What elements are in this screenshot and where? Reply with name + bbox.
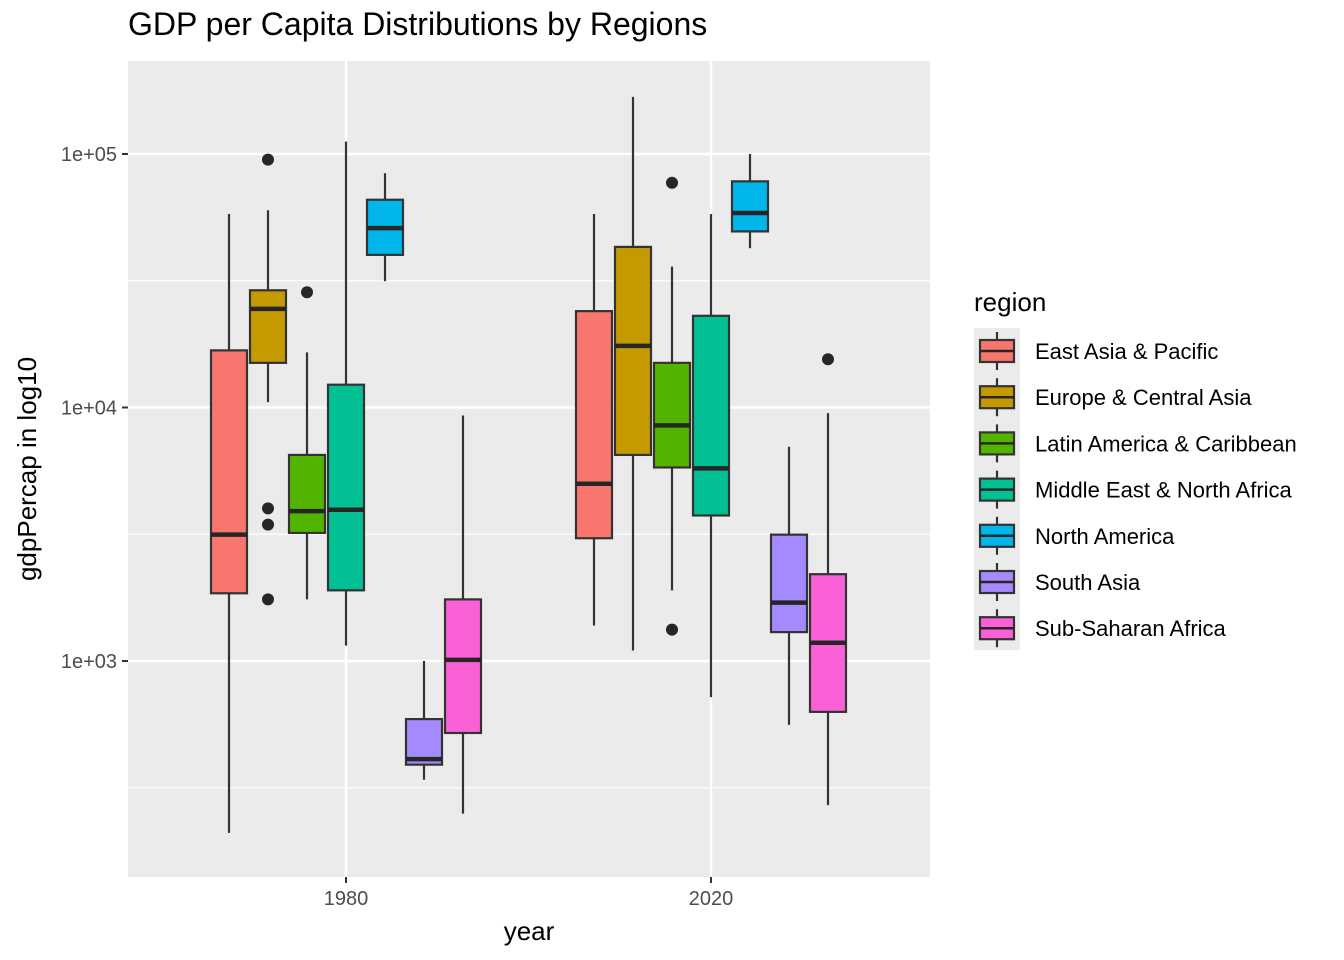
legend-item: South Asia <box>978 563 1141 601</box>
outlier-point <box>822 353 834 366</box>
outlier-point <box>262 518 274 531</box>
boxplot-group <box>326 141 366 646</box>
box <box>691 314 731 517</box>
boxplots <box>209 96 848 833</box>
boxplot-group <box>808 353 848 806</box>
y-tick-label: 1e+05 <box>61 144 117 166</box>
x-tick-label: 1980 <box>324 888 369 910</box>
legend-label: Latin America & Caribbean <box>1035 431 1297 456</box>
legend-label: North America <box>1035 524 1175 549</box>
box <box>769 533 809 634</box>
box <box>613 245 653 457</box>
boxplot-group <box>769 446 809 725</box>
legend-label: South Asia <box>1035 570 1141 595</box>
legend-label: East Asia & Pacific <box>1035 339 1218 364</box>
x-tick-label: 2020 <box>689 888 734 910</box>
boxplot-group <box>248 153 288 606</box>
legend-item: Middle East & North Africa <box>978 470 1293 509</box>
legend-item: Latin America & Caribbean <box>978 424 1297 463</box>
outlier-point <box>666 623 678 636</box>
legend-items: East Asia & Pacific Europe & Central Asia… <box>978 332 1297 648</box>
boxplot-group <box>691 213 731 698</box>
box <box>443 598 483 735</box>
outlier-point <box>262 593 274 606</box>
boxplot-group <box>613 96 653 651</box>
outlier-point <box>262 502 274 515</box>
boxplot-group <box>652 176 692 636</box>
y-axis-title: gdpPercap in log10 <box>12 357 42 581</box>
box <box>652 361 692 469</box>
boxplot-group <box>365 173 405 282</box>
boxplot-group <box>209 213 249 833</box>
outlier-point <box>666 176 678 189</box>
box <box>209 349 249 595</box>
legend-label: Sub-Saharan Africa <box>1035 616 1227 641</box>
legend-item: Europe & Central Asia <box>978 378 1252 417</box>
legend-title: region <box>974 287 1046 317</box>
y-tick-label: 1e+04 <box>61 398 117 420</box>
box <box>730 180 770 233</box>
x-axis-title: year <box>504 916 555 946</box>
boxplot-group <box>443 415 483 814</box>
plot-panel <box>128 61 930 877</box>
box <box>326 383 366 592</box>
legend-label: Europe & Central Asia <box>1035 385 1252 410</box>
y-tick-label: 1e+03 <box>61 651 117 673</box>
legend: region East Asia & Pacific Europe & Centr… <box>974 287 1297 650</box>
chart-title: GDP per Capita Distributions by Regions <box>128 6 708 42</box>
boxplot-group <box>730 154 770 249</box>
outlier-point <box>301 286 313 299</box>
box <box>287 453 327 535</box>
x-axis: 1980 2020 <box>324 877 734 910</box>
legend-item: East Asia & Pacific <box>978 332 1218 370</box>
legend-label: Middle East & North Africa <box>1035 478 1293 503</box>
legend-item: North America <box>978 516 1175 555</box>
outlier-point <box>262 153 274 166</box>
y-axis: 1e+03 1e+04 1e+05 <box>61 144 128 673</box>
boxplot-group <box>404 661 444 780</box>
box <box>574 310 614 540</box>
box <box>248 289 288 364</box>
boxplot-group <box>574 213 614 626</box>
boxplot-group <box>287 286 327 600</box>
legend-item: Sub-Saharan Africa <box>978 609 1227 648</box>
